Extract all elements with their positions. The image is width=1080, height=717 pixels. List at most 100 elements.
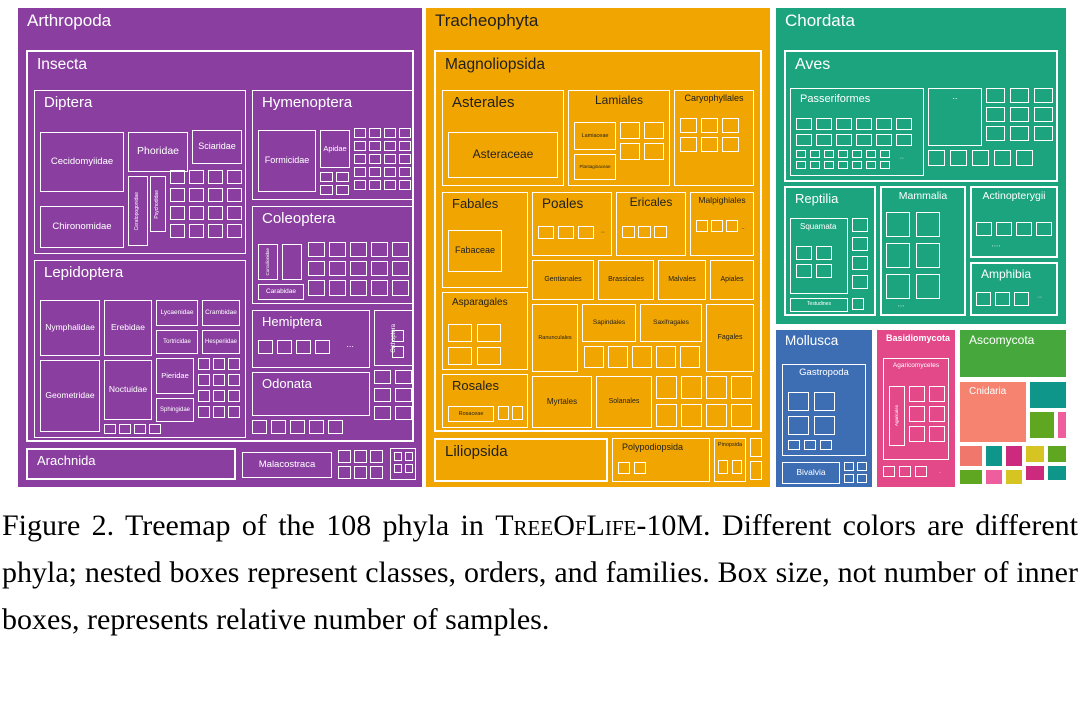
treemap-cell [329, 261, 346, 276]
treemap-cell [706, 404, 727, 427]
treemap-cell [722, 118, 739, 133]
treemap-cell [350, 242, 367, 257]
treemap-node-coleoptera: Coleoptera [252, 206, 414, 304]
treemap-node-lepidoptera: Lepidoptera [34, 260, 246, 438]
treemap-node-label: Aves [795, 56, 831, 73]
treemap-node-label: Rosaceae [458, 410, 484, 417]
treemap-cell [336, 172, 349, 182]
treemap-node-plantaginaceae: Plantaginaceae [574, 154, 616, 180]
treemap-node-basidiomycota: Basidiomycota [877, 330, 955, 487]
treemap-node-apiales: Apiales [710, 260, 754, 300]
treemap-node-reptilia: Reptilia [784, 186, 876, 316]
treemap-cell [632, 346, 652, 368]
treemap-cell [149, 424, 161, 434]
treemap-cell [1010, 88, 1029, 103]
treemap-node-dots: ∙∙ [1032, 292, 1048, 304]
treemap-cell [170, 188, 185, 202]
treemap-cell [189, 206, 204, 220]
treemap-node-agaricales: Agaricales [889, 386, 905, 446]
treemap-cell [731, 404, 752, 427]
figure-caption: Figure 2. Treemap of the 108 phyla in Tr… [0, 502, 1080, 643]
treemap-node-ceratopogonidae: Ceratopogonidae [128, 176, 148, 246]
treemap-node-label: Actinopterygii [982, 190, 1046, 202]
treemap-cell [374, 388, 391, 402]
treemap-cell [824, 161, 834, 169]
treemap-cell [866, 161, 876, 169]
treemap-node-label: Lycaenidae [160, 309, 194, 317]
treemap-cell [916, 243, 940, 268]
treemap-cell [394, 452, 402, 461]
treemap-node-label: Fabales [452, 196, 499, 211]
treemap-cell [354, 180, 366, 190]
treemap: Arthropoda Tracheophyta Chordata Mollusca Ba… [18, 8, 1066, 487]
treemap-node-label: Noctuidae [108, 384, 148, 395]
treemap-cell [876, 134, 892, 146]
treemap-node-dots: ∙∙∙ [886, 300, 916, 312]
treemap-cell [844, 462, 854, 471]
treemap-cell [354, 141, 366, 151]
treemap-node-label: Pieridae [161, 370, 189, 380]
treemap-node-label: Fabaceae [454, 245, 496, 256]
treemap-node-label: Lepidoptera [44, 264, 124, 281]
treemap-cell [213, 390, 225, 402]
treemap-cell [656, 346, 676, 368]
treemap-node-dots: ∙∙ [894, 154, 910, 164]
treemap-cell [350, 280, 367, 296]
treemap-cell [578, 226, 594, 239]
treemap-cell [838, 150, 848, 158]
treemap-cell [816, 264, 832, 278]
treemap-node-label: Crambidae [205, 309, 237, 317]
treemap-node-label: Cnidaria [969, 386, 1007, 397]
treemap-cell [796, 118, 812, 130]
treemap-node-phylum-square [1048, 446, 1066, 462]
treemap-node-lamiales: Lamiales [568, 90, 670, 186]
treemap-cell [656, 404, 677, 427]
treemap-cell [354, 466, 367, 479]
treemap-node-label: Reptilia [795, 191, 839, 206]
treemap-node-label: Asparagales [452, 297, 508, 308]
treemap-node-label: Ranunculales [538, 334, 572, 341]
treemap-cell [354, 167, 366, 177]
treemap-cell [1034, 126, 1053, 141]
treemap-cell [995, 292, 1010, 306]
treemap-node-dots: ∙ [934, 468, 946, 478]
treemap-node-orthoptera: Orthoptera [374, 310, 414, 366]
treemap-node-saxifragales: Saxifragales [640, 304, 702, 342]
treemap-node-label: ∙∙∙ [346, 341, 354, 352]
treemap-node-label: Gastropoda [799, 367, 849, 378]
treemap-node-tracheophyta: Tracheophyta [426, 8, 770, 487]
treemap-cell [384, 128, 396, 138]
treemap-cell [618, 462, 630, 474]
treemap-node-label: Sciaridae [198, 141, 236, 152]
treemap-node-aves: Aves [784, 50, 1058, 182]
treemap-cell [852, 237, 868, 251]
treemap-cell [701, 137, 718, 152]
treemap-node-label: Gentianales [544, 276, 582, 284]
treemap-cell [104, 424, 116, 434]
treemap-node-pieridae: Pieridae [156, 358, 194, 394]
treemap-node-sciaridae: Sciaridae [192, 130, 242, 164]
treemap-node-box [282, 244, 302, 280]
treemap-node-poales: Poales [532, 192, 612, 256]
treemap-node-label: Chordata [785, 11, 855, 30]
treemap-cell [681, 376, 702, 399]
treemap-node-label: Apiales [720, 276, 744, 284]
treemap-node-label: Psychodidae [154, 189, 161, 219]
treemap-cell [638, 226, 651, 238]
treemap-cell [814, 392, 835, 411]
treemap-node-dots: ∙∙ [596, 228, 610, 238]
treemap-cell [886, 212, 910, 237]
treemap-node-brassicales: Brassicales [598, 260, 654, 300]
treemap-cell [1034, 107, 1053, 122]
treemap-node-label: Diptera [44, 94, 93, 111]
treemap-node-label: Malpighiales [698, 195, 746, 205]
treemap-cell [228, 374, 240, 386]
treemap-node-label: Bivalvia [796, 467, 826, 478]
treemap-cell [320, 185, 333, 195]
treemap-cell [880, 161, 890, 169]
treemap-node-liliopsida: Liliopsida [434, 438, 608, 482]
treemap-cell [227, 170, 242, 184]
treemap-node-label: Pinopsida [717, 442, 743, 448]
treemap-node-box-dots: .. [928, 88, 982, 146]
treemap-cell [371, 261, 388, 276]
